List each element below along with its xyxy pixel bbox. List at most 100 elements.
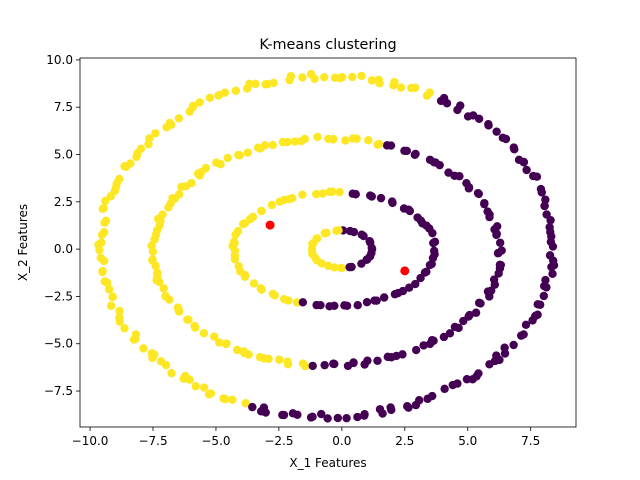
scatter-point [313, 132, 322, 142]
scatter-point [362, 298, 372, 307]
y-tick-label: −7.5 [44, 384, 73, 398]
scatter-point [471, 308, 481, 317]
scatter-point [242, 84, 252, 93]
scatter-point [317, 409, 326, 419]
scatter-point [292, 298, 302, 307]
scatter-point [297, 136, 306, 146]
scatter-point [473, 188, 483, 198]
scatter-point [108, 292, 117, 302]
scatter-point [492, 127, 501, 136]
scatter-point [474, 369, 483, 378]
scatter-point [148, 353, 157, 363]
scatter-points [94, 69, 559, 423]
scatter-point [373, 356, 382, 365]
scatter-point [430, 250, 439, 259]
scatter-point [165, 295, 174, 304]
scatter-point [191, 323, 200, 332]
scatter-point [348, 72, 357, 82]
scatter-point [279, 410, 289, 420]
scatter-point [115, 317, 125, 326]
scatter-point [216, 160, 225, 169]
scatter-point [99, 204, 108, 213]
scatter-point [283, 360, 293, 369]
scatter-point [428, 391, 437, 401]
scatter-point [320, 72, 329, 82]
scatter-point [335, 187, 344, 197]
scatter-point [348, 134, 358, 143]
scatter-point [398, 350, 407, 359]
scatter-point [436, 96, 446, 106]
scatter-point [495, 355, 504, 365]
scatter-point [548, 269, 557, 279]
scatter-point [367, 248, 376, 258]
chart-title: K-means clustering [259, 37, 396, 53]
y-tick-label: 7.5 [54, 100, 73, 114]
x-tick-label: −5.0 [201, 434, 230, 448]
scatter-point [185, 107, 194, 116]
y-tick-label: 5.0 [54, 148, 73, 162]
scatter-point [387, 197, 397, 206]
scatter-point [195, 98, 204, 107]
scatter-point [106, 301, 116, 310]
scatter-point [290, 137, 300, 146]
scatter-point [353, 412, 362, 422]
scatter-point [240, 272, 250, 281]
scatter-point [494, 248, 503, 258]
scatter-point [257, 206, 266, 216]
scatter-point [332, 226, 341, 235]
scatter-point [357, 71, 366, 81]
scatter-point [161, 360, 171, 370]
scatter-point [324, 134, 333, 144]
scatter-point [317, 259, 326, 268]
scatter-point [257, 285, 266, 294]
scatter-point [333, 413, 343, 423]
scatter-point [351, 190, 360, 199]
scatter-point [199, 328, 209, 338]
scatter-point [129, 335, 139, 344]
scatter-point [95, 245, 104, 255]
scatter-point [231, 86, 241, 95]
x-tick-label: −7.5 [138, 434, 167, 448]
scatter-point [293, 410, 302, 419]
scatter-point [270, 291, 279, 300]
scatter-point [498, 133, 507, 142]
scatter-point [251, 79, 260, 89]
scatter-point [275, 197, 285, 206]
scatter-point [342, 413, 351, 423]
scatter-point [151, 129, 160, 138]
y-axis-ticks: −7.5 −5.0 −2.5 0.0 2.5 5.0 7.5 10.0 [44, 53, 80, 398]
scatter-point [411, 279, 420, 289]
scatter-point [150, 235, 159, 244]
scatter-point [349, 358, 358, 368]
scatter-point [298, 190, 307, 199]
scatter-point [366, 191, 375, 200]
scatter-point [329, 359, 338, 368]
scatter-point [364, 136, 373, 145]
scatter-point [115, 306, 124, 316]
scatter-point [278, 137, 288, 147]
scatter-point [373, 140, 382, 149]
scatter-point [547, 262, 556, 272]
scatter-point [206, 389, 216, 398]
scatter-point [429, 336, 438, 345]
scatter-point [285, 75, 294, 85]
y-tick-label: 10.0 [46, 53, 73, 67]
scatter-point [541, 195, 550, 204]
scatter-point [234, 150, 243, 160]
scatter-point [337, 263, 346, 273]
scatter-point [325, 187, 334, 197]
scatter-point [221, 339, 231, 349]
scatter-point [542, 210, 551, 219]
scatter-point [347, 262, 356, 272]
scatter-point [489, 275, 499, 284]
scatter-point [398, 286, 408, 296]
scatter-point [519, 330, 528, 339]
scatter-point [521, 320, 531, 330]
scatter-point [357, 230, 366, 239]
scatter-point [465, 310, 474, 320]
scatter-point [407, 83, 416, 93]
scatter-point [425, 260, 435, 270]
scatter-point [144, 139, 153, 149]
scatter-point [301, 361, 310, 371]
